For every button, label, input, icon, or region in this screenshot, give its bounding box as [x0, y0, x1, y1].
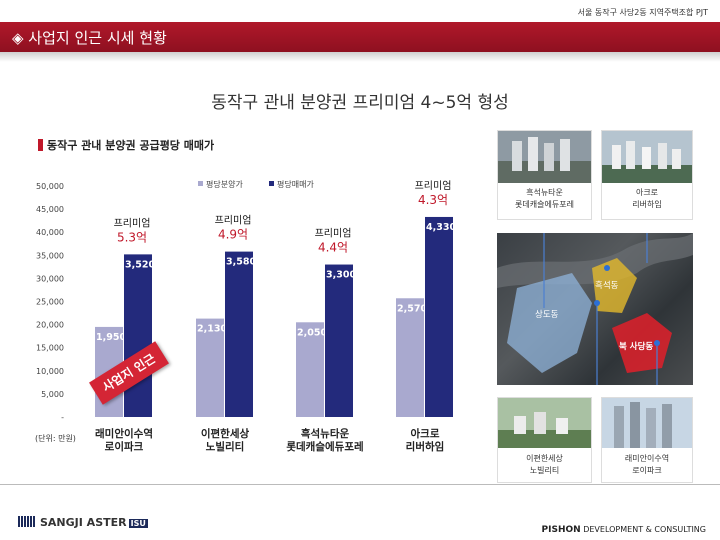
- y-tick-label: 30,000: [36, 274, 64, 283]
- category-label: 리버하임: [406, 440, 445, 453]
- photo-caption-line1: 이편한세상: [526, 454, 563, 463]
- title-marker: [38, 139, 43, 151]
- photo-e-pyeonhan: 이편한세상 노빌리티: [497, 397, 592, 483]
- bar-value-label: 3,300: [326, 270, 356, 281]
- raemian-photo-icon: [602, 398, 692, 448]
- y-tick-label: 25,000: [36, 298, 64, 307]
- legend-label: 평당매매가: [277, 179, 314, 189]
- premium-label: 프리미엄: [114, 217, 151, 229]
- legend-swatch: [269, 181, 274, 186]
- category-label: 아크로: [411, 427, 440, 440]
- photo-caption-line2: 롯데캐슬에듀포레: [515, 200, 574, 209]
- bar-value-label: 2,050: [297, 327, 327, 338]
- chart-title-text: 동작구 관내 분양권 공급평당 매매가: [47, 139, 215, 152]
- bar-value-label: 2,570: [397, 303, 427, 314]
- photo-raemian: 래미안이수역 로이파크: [601, 397, 693, 483]
- sangji-logo-icon: [18, 516, 36, 527]
- y-tick-label: 45,000: [36, 205, 64, 214]
- map-label-sangdo: 상도동: [535, 310, 559, 320]
- category-label: 흑석뉴타운: [301, 427, 350, 440]
- bar: [325, 264, 353, 417]
- legend-label: 평당분양가: [206, 179, 243, 189]
- e-pyeonhan-photo-icon: [498, 398, 591, 448]
- pishon-rest: DEVELOPMENT & CONSULTING: [583, 525, 706, 534]
- photo-caption-line2: 노빌리티: [529, 466, 560, 475]
- price-bar-chart: 50,000 45,000 40,000 35,000 30,000 25,000 20,0…: [36, 179, 456, 453]
- pishon-brand: PISHON: [541, 525, 581, 535]
- bar: [425, 216, 453, 417]
- map-graphic: [497, 233, 693, 385]
- sangji-logo-text: SANGJI ASTER: [40, 516, 127, 529]
- bar: [196, 318, 224, 417]
- category-label: 노빌리티: [206, 440, 245, 453]
- bar-value-label: 3,580: [226, 257, 256, 268]
- premium-label: 프리미엄: [315, 228, 352, 240]
- page-headline: 동작구 관내 분양권 프리미엄 4~5억 형성: [211, 93, 509, 113]
- pishon-logo: PISHON DEVELOPMENT & CONSULTING: [542, 525, 706, 535]
- photo-caption-line2: 리버하임: [632, 200, 662, 209]
- category-label: 롯데캐슬에듀포레: [286, 440, 363, 453]
- y-tick-label: 20,000: [36, 321, 64, 330]
- category-label: 이편한세상: [201, 427, 250, 440]
- bar: [296, 322, 324, 417]
- unit-note: (단위: 만원): [35, 434, 76, 443]
- photo-caption-line1: 래미안이수역: [624, 454, 670, 463]
- isu-tag: ISU: [128, 519, 148, 528]
- premium-label: 프리미엄: [415, 180, 452, 192]
- y-tick-label: 10,000: [36, 367, 64, 376]
- y-tick-label: 15,000: [36, 344, 64, 353]
- photo-heukseok: 흑석뉴타운 롯데캐슬에듀포레: [497, 130, 592, 220]
- sangji-logo: SANGJI ASTER ISU: [18, 516, 148, 529]
- category-label: 래미안이수역: [95, 427, 153, 440]
- bar: [225, 251, 253, 417]
- photo-caption-line1: 흑석뉴타운: [526, 188, 563, 197]
- premium-value: 4.3억: [418, 193, 448, 207]
- y-tick-label: 40,000: [36, 228, 64, 237]
- map-label-heukseok: 흑석동: [595, 281, 619, 291]
- section-banner: ◈ 사업지 인근 시세 현황: [0, 22, 720, 52]
- y-tick-label: 50,000: [36, 182, 64, 191]
- premium-value: 4.4억: [318, 241, 348, 255]
- bar-value-label: 3,520: [125, 259, 155, 270]
- premium-label: 프리미엄: [215, 215, 252, 227]
- section-title: ◈ 사업지 인근 시세 현황: [12, 29, 167, 47]
- photo-acro: 아크로 리버하임: [601, 130, 693, 220]
- bar-value-label: 2,130: [197, 324, 227, 335]
- map-label-buk-sadang: 북 사당동: [619, 342, 654, 352]
- y-tick-label: 35,000: [36, 251, 64, 260]
- project-name: 서울 동작구 사당2동 지역주택조합 PJT: [577, 8, 708, 17]
- footer-divider: [0, 484, 720, 485]
- y-tick-label: 5,000: [41, 390, 64, 399]
- bar-value-label: 4,330: [426, 222, 456, 233]
- banner-shadow: [0, 52, 720, 62]
- bar: [124, 254, 152, 417]
- category-label: 로이파크: [105, 440, 144, 453]
- premium-value: 5.3억: [117, 230, 147, 244]
- y-tick-label: -: [61, 413, 64, 422]
- photo-caption-line2: 로이파크: [632, 466, 662, 475]
- location-map: 흑석동 상도동 북 사당동: [497, 233, 693, 385]
- heukseok-photo-icon: [498, 131, 591, 183]
- acro-photo-icon: [602, 131, 692, 183]
- bar: [396, 298, 424, 417]
- premium-value: 4.9억: [218, 228, 248, 242]
- photo-caption-line1: 아크로: [635, 188, 659, 197]
- chart-title: 동작구 관내 분양권 공급평당 매매가: [38, 137, 214, 153]
- legend-swatch: [198, 181, 203, 186]
- bar-value-label: 1,950: [96, 332, 126, 343]
